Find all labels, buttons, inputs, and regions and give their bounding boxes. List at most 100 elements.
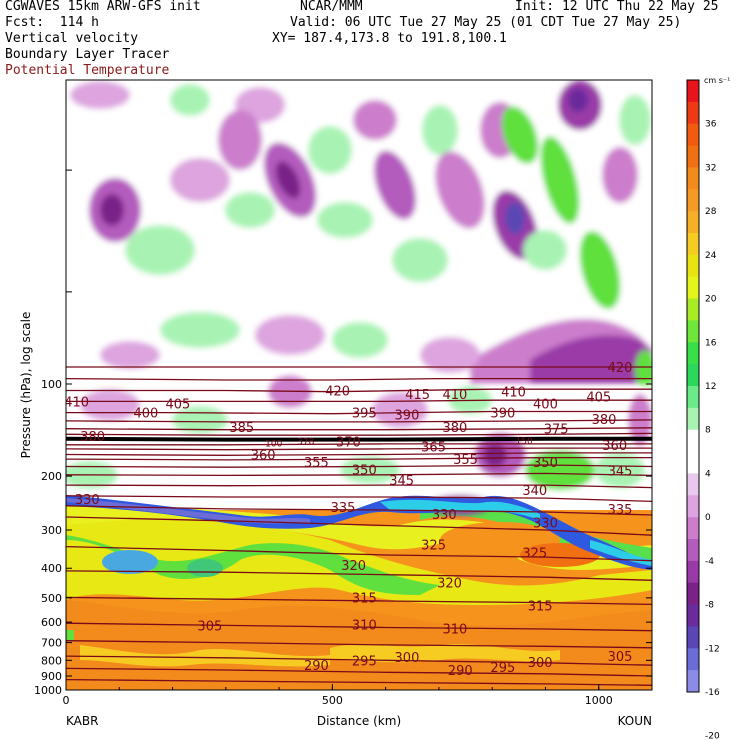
contour-label-335: 335 (331, 501, 356, 516)
field-potential-temperature: Potential Temperature (5, 63, 170, 78)
theta-contour-lines (66, 366, 652, 686)
colorbar-swatch (687, 429, 699, 453)
theta-contour-375 (66, 443, 652, 446)
contour-label-410: 410 (442, 388, 467, 403)
field-vertical-velocity: Vertical velocity (5, 31, 139, 46)
x-tick-label-500: 500 (322, 694, 343, 707)
theta-contour-labels: 420 415 410 410 405 420 410 405 400 400 395 390 390 3… (66, 361, 633, 679)
cross-section-endpoints: XY= 187.4,173.8 to 191.8,100.1 (272, 31, 507, 46)
contour-label-330: 330 (533, 517, 558, 532)
contour-label-385: 385 (229, 421, 254, 436)
contour-label-300: 300 (528, 656, 553, 671)
colorbar-swatch (687, 626, 699, 649)
colorbar-swatch (687, 298, 699, 321)
colorbar-swatch (687, 342, 699, 365)
theta-contour-395 (66, 419, 652, 423)
theta-contour-295 (66, 667, 652, 677)
center-label: NCAR/MMM (300, 0, 363, 14)
contour-label-340: 340 (522, 484, 547, 499)
contour-label-378: 378 (297, 438, 314, 448)
contour-label-360: 360 (602, 439, 627, 454)
contour-label-345: 345 (608, 465, 633, 480)
contour-label-355: 355 (304, 456, 329, 471)
contour-label-330: 330 (432, 508, 457, 523)
contour-label-330: 330 (75, 493, 100, 508)
theta-contour-345 (66, 484, 652, 489)
y-tick-label-200: 200 (41, 470, 62, 483)
boundary-layer-tracer-line (66, 436, 652, 442)
contour-label-325: 325 (522, 546, 547, 561)
theta-contour-325 (66, 545, 652, 562)
contour-label-345: 345 (389, 474, 414, 489)
theta-contour-360 (66, 456, 652, 461)
contour-label-310: 310 (442, 623, 467, 638)
theta-contour-350 (66, 472, 652, 477)
contour-label-380: 380 (442, 421, 467, 436)
colorbar-tick-24: 24 (705, 251, 717, 261)
theta-contour-310 (66, 622, 652, 632)
theta-contour-305 (66, 640, 652, 649)
theta-contour-370 (66, 447, 652, 451)
contour-label-350: 350 (352, 463, 377, 478)
theta-contour-340 (66, 495, 652, 503)
forecast-hour: Fcst: 114 h (5, 15, 99, 30)
theta-contour-385 (66, 432, 652, 436)
colorbar-tick-12: 12 (705, 382, 716, 392)
colorbar-swatch (687, 254, 699, 278)
contour-label-350: 350 (533, 456, 558, 471)
theta-contour-390 (66, 427, 652, 431)
contour-label-305: 305 (197, 619, 222, 634)
theta-contour-330 (66, 516, 652, 536)
contour-label-150: 150 (516, 437, 533, 447)
contour-label-305: 305 (608, 650, 633, 665)
contour-label-370: 370 (336, 435, 361, 450)
contour-label-400: 400 (133, 407, 158, 422)
y-tick-label-300: 300 (41, 524, 62, 537)
theta-contour-365 (66, 452, 652, 456)
colorbar-swatch (687, 604, 699, 627)
colorbar-tick-28: 28 (705, 207, 717, 217)
colorbar-units: cm s⁻¹ (704, 76, 730, 85)
colorbar-tick-36: 36 (705, 120, 717, 130)
init-time: Init: 12 UTC Thu 22 May 25 (515, 0, 719, 14)
contour-label-300: 300 (395, 651, 420, 666)
colorbar-swatch (687, 670, 699, 693)
contour-label-310: 310 (352, 618, 377, 633)
colorbar-swatch (687, 407, 699, 431)
colorbar-swatch (687, 167, 699, 190)
contour-label-335: 335 (608, 503, 633, 518)
contour-label-380: 380 (592, 413, 617, 428)
colorbar-tick-20: 20 (705, 295, 717, 305)
theta-contour-300 (66, 655, 652, 666)
vertical-velocity-field: 420 415 410 410 405 420 410 405 400 400 395 390 390 3… (66, 80, 652, 690)
contour-label-380: 380 (80, 430, 105, 445)
colorbar-tick-32: 32 (705, 163, 716, 173)
colorbar-tick--8: -8 (705, 601, 714, 611)
contour-label-100: 100 (265, 439, 282, 449)
x-tick-label-1000: 1000 (585, 694, 613, 707)
y-tick-label-800: 800 (41, 654, 62, 667)
colorbar-swatch (687, 582, 699, 606)
theta-contour-405 (66, 399, 652, 403)
x-axis-label: Distance (km) (317, 714, 401, 728)
colorbar-frame (686, 79, 700, 693)
theta-contour-415 (66, 377, 652, 381)
field-boundary-layer-tracer: Boundary Layer Tracer (5, 47, 170, 62)
contour-label-415: 415 (405, 388, 430, 403)
valid-time: Valid: 06 UTC Tue 27 May 25 (01 CDT Tue … (290, 15, 682, 30)
colorbar: 36 32 28 24 20 16 12 8 4 0 -4 -8 -12 -16 -20 (686, 79, 720, 740)
contour-label-405: 405 (586, 391, 611, 406)
colorbar-swatch (687, 211, 699, 234)
contour-label-290: 290 (448, 664, 473, 679)
contour-label-295: 295 (352, 654, 377, 669)
colorbar-swatch (687, 560, 699, 584)
contour-label-290: 290 (304, 659, 329, 674)
colorbar-swatch (687, 80, 699, 103)
contour-label-320: 320 (437, 576, 462, 591)
y-tick-label-700: 700 (41, 637, 62, 650)
contour-label-325: 325 (421, 539, 446, 554)
colorbar-tick--12: -12 (705, 644, 720, 654)
colorbar-swatch (687, 495, 699, 518)
